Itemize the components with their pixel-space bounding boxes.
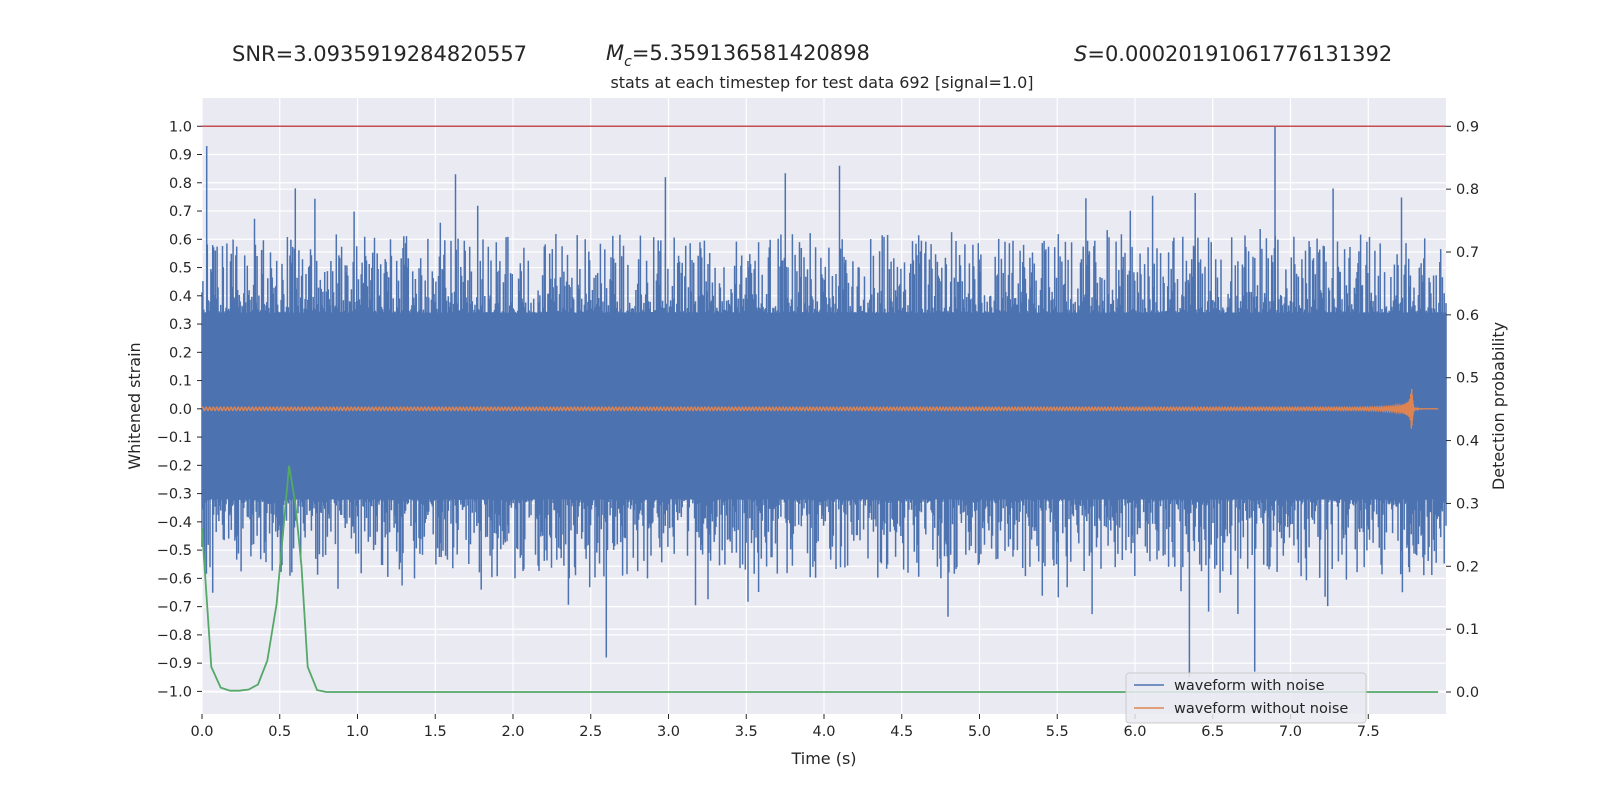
x-axis-ticks: 0.0 0.5 1.0 1.5 2.0 2.5 3.0 3.5 4.0 4.5 5.0 5.5 6.0 6…: [190, 714, 1380, 740]
x-tick-label: 2.5: [579, 724, 602, 740]
x-tick-label: 2.0: [501, 724, 524, 740]
y2-tick-label: 0.5: [1456, 371, 1479, 387]
x-tick-label: 3.5: [735, 724, 758, 740]
y2-tick-label: 0.0: [1456, 685, 1479, 701]
x-tick-label: 4.0: [812, 724, 835, 740]
y-tick-label: −0.3: [157, 487, 192, 503]
legend-box: [1125, 672, 1367, 724]
y2-tick-label: 0.7: [1456, 245, 1479, 261]
x-tick-label: 3.0: [657, 724, 680, 740]
x-tick-label: 6.5: [1201, 724, 1224, 740]
series-waveform-with-noise: [201, 126, 1447, 678]
y2-tick-label: 0.9: [1456, 119, 1479, 135]
x-tick-label: 4.5: [890, 724, 913, 740]
clean-waveform-path: [201, 389, 1439, 429]
chirp-mass-stat: Mc=5.359136581420898: [606, 41, 870, 70]
noise-waveform-path: [201, 126, 1447, 678]
y2-axis-label: Detection probability: [1489, 322, 1508, 490]
mc-symbol: M: [606, 41, 624, 65]
y-tick-label: 0.9: [169, 148, 192, 164]
x-axis-label: Time (s): [790, 749, 856, 768]
y-tick-label: −0.2: [157, 458, 192, 474]
y-tick-label: −0.4: [157, 515, 192, 531]
y2-axis-ticks: 0.9 0.8 0.7 0.6 0.5 0.4 0.3 0.2 0.1 0.0: [1446, 119, 1479, 701]
y2-tick-label: 0.3: [1456, 496, 1479, 512]
mc-subscript: c: [624, 54, 632, 70]
s-symbol: S: [1074, 42, 1087, 66]
y-tick-label: −0.8: [157, 628, 192, 644]
y-tick-label: −0.6: [157, 571, 192, 587]
y-tick-label: 0.1: [169, 374, 192, 390]
y2-tick-label: 0.4: [1456, 434, 1479, 450]
x-tick-label: 1.5: [424, 724, 447, 740]
y2-tick-label: 0.6: [1456, 308, 1479, 324]
y2-tick-label: 0.8: [1456, 182, 1479, 198]
y-tick-label: 0.2: [169, 345, 192, 361]
y-tick-label: 0.0: [169, 402, 192, 418]
snr-stat: SNR=3.0935919284820557: [232, 42, 527, 66]
y-tick-label: −1.0: [157, 684, 192, 700]
y-tick-label: −0.9: [157, 656, 192, 672]
detection-probability-line: [201, 465, 1439, 693]
series-waveform-without-noise: [201, 389, 1439, 429]
mc-value: =5.359136581420898: [632, 41, 870, 65]
y-tick-label: 0.5: [169, 261, 192, 277]
y-tick-label: −0.5: [157, 543, 192, 559]
y-tick-label: 0.4: [169, 289, 192, 305]
y-tick-label: 0.7: [169, 204, 192, 220]
y-tick-label: −0.1: [157, 430, 192, 446]
y-tick-label: 1.0: [169, 119, 192, 135]
y-axis-label: Whitened strain: [125, 342, 144, 469]
legend-label-clean: waveform without noise: [1174, 701, 1348, 717]
legend-label-noise: waveform with noise: [1174, 678, 1325, 694]
x-tick-label: 7.5: [1357, 724, 1380, 740]
x-tick-label: 0.0: [190, 724, 213, 740]
y-tick-label: 0.3: [169, 317, 192, 333]
y-tick-label: 0.8: [169, 176, 192, 192]
x-tick-label: 7.0: [1279, 724, 1302, 740]
x-tick-label: 1.0: [346, 724, 369, 740]
s-value: =0.00020191061776131392: [1087, 42, 1392, 66]
y-tick-label: −0.7: [157, 600, 192, 616]
s-stat: S=0.00020191061776131392: [1074, 42, 1392, 66]
chart-title: stats at each timestep for test data 692…: [610, 73, 1033, 92]
y-axis-ticks: 1.0 0.9 0.8 0.7 0.6 0.5 0.4 0.3 0.2 0.1 0.0 −0.1 −0.…: [157, 119, 202, 700]
y2-tick-label: 0.2: [1456, 559, 1479, 575]
x-tick-label: 0.5: [268, 724, 291, 740]
x-tick-label: 5.0: [968, 724, 991, 740]
legend: waveform with noise waveform without noi…: [1125, 672, 1367, 724]
y2-tick-label: 0.1: [1456, 622, 1479, 638]
x-tick-label: 6.0: [1123, 724, 1146, 740]
y-tick-label: 0.6: [169, 232, 192, 248]
x-tick-label: 5.5: [1046, 724, 1069, 740]
series-detection-probability: [201, 465, 1439, 693]
